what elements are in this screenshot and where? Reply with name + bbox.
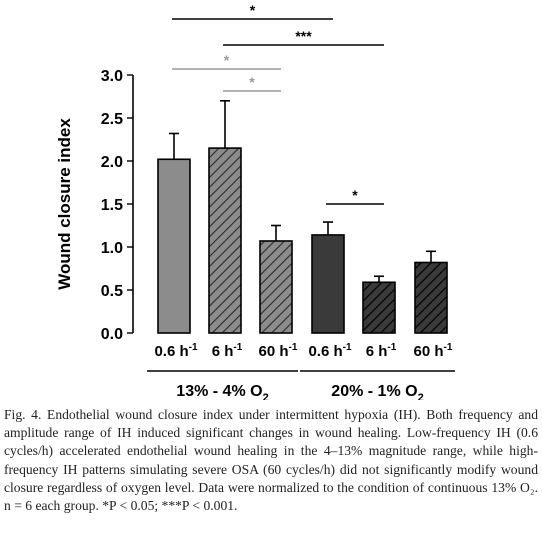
significance-label: * bbox=[249, 74, 255, 90]
x-tick-label: 60 h-1 bbox=[259, 342, 298, 360]
bar bbox=[157, 158, 191, 334]
y-axis: 0.0 0.5 1.0 1.5 2.0 2.5 3.0 bbox=[101, 68, 134, 343]
bar bbox=[259, 240, 293, 334]
x-tick-label: 6 h-1 bbox=[366, 342, 397, 360]
significance-brackets: ******* bbox=[172, 2, 384, 205]
x-tick-label: 0.6 h-1 bbox=[154, 342, 198, 360]
bar bbox=[311, 234, 345, 334]
x-tick-label: 6 h-1 bbox=[212, 342, 243, 360]
y-tick-label: 1.0 bbox=[101, 240, 123, 257]
significance-label: *** bbox=[295, 28, 312, 44]
x-tick-label: 60 h-1 bbox=[414, 342, 453, 360]
y-axis-label: Wound closure index bbox=[55, 118, 74, 290]
significance-label: * bbox=[224, 52, 230, 68]
y-tick-label: 2.0 bbox=[101, 154, 123, 171]
x-tick-label: 0.6 h-1 bbox=[308, 342, 352, 360]
significance-label: * bbox=[250, 2, 256, 18]
wound-closure-chart: Wound closure index 0.0 0.5 1.0 1.5 2.0 2.5 3.… bbox=[55, 2, 455, 400]
y-tick-label: 0.5 bbox=[101, 283, 123, 300]
bars bbox=[157, 100, 448, 334]
bar bbox=[362, 281, 396, 334]
group-labels: 13% - 4% O2 20% - 1% O2 bbox=[147, 370, 455, 400]
significance-label: * bbox=[352, 187, 358, 203]
y-tick-label: 1.5 bbox=[101, 197, 123, 214]
figure-caption: Fig. 4. Endothelial wound closure index … bbox=[4, 407, 538, 514]
bar bbox=[208, 147, 242, 334]
y-tick-label: 0.0 bbox=[101, 326, 123, 343]
group-label: 20% - 1% O2 bbox=[331, 383, 423, 400]
y-tick-label: 3.0 bbox=[101, 68, 123, 85]
x-tick-labels: 0.6 h-1 6 h-1 60 h-1 0.6 h-1 6 h-1 60 h-1 bbox=[154, 342, 452, 360]
bar bbox=[414, 261, 448, 334]
y-tick-label: 2.5 bbox=[101, 111, 123, 128]
group-label: 13% - 4% O2 bbox=[176, 383, 268, 400]
